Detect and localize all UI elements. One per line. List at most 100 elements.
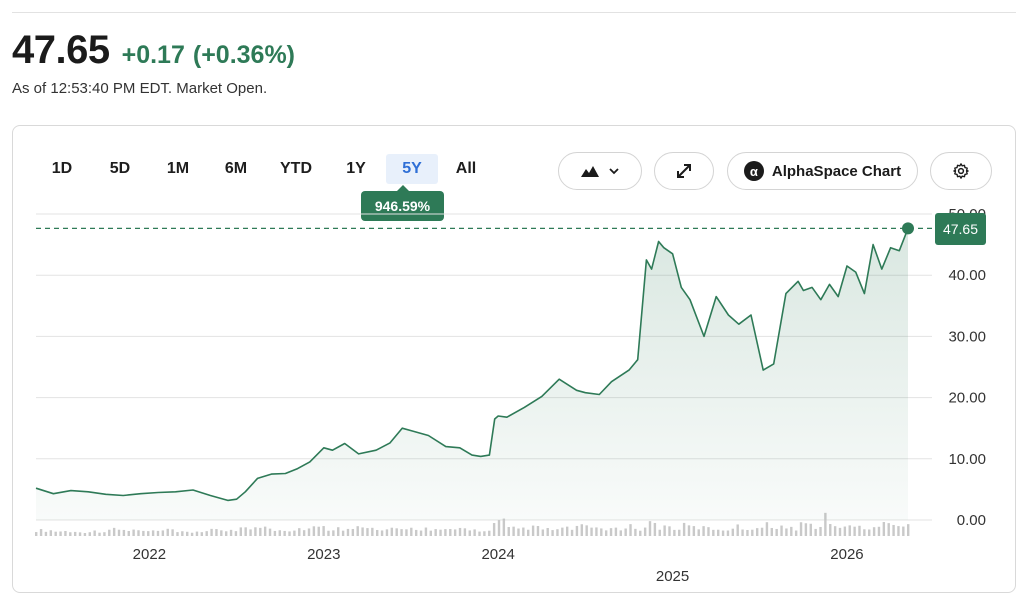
volume-bar bbox=[215, 529, 218, 536]
y-tick-label: 10.00 bbox=[948, 451, 986, 468]
volume-bar bbox=[604, 530, 608, 536]
range-6m[interactable]: 6M bbox=[224, 160, 248, 177]
volume-bar bbox=[546, 528, 549, 536]
volume-bar bbox=[54, 531, 57, 536]
volume-bar bbox=[755, 528, 759, 536]
x-tick-label: 2022 bbox=[133, 546, 166, 563]
volume-bar bbox=[356, 526, 359, 536]
volume-bar bbox=[98, 532, 101, 536]
header-divider bbox=[12, 12, 1016, 13]
range-5y[interactable]: 5Y bbox=[386, 154, 438, 184]
last-price-marker bbox=[902, 222, 914, 235]
volume-bar bbox=[697, 529, 700, 536]
volume-bar bbox=[561, 527, 564, 536]
volume-bar bbox=[205, 531, 208, 536]
volume-bar bbox=[707, 527, 710, 536]
volume-bar bbox=[161, 530, 165, 536]
range-1d[interactable]: 1D bbox=[51, 160, 73, 177]
expand-chart-button[interactable] bbox=[654, 152, 714, 190]
volume-bar bbox=[590, 527, 593, 536]
price-change-pct: (+0.36%) bbox=[192, 41, 296, 69]
volume-bar bbox=[283, 530, 286, 536]
volume-bar bbox=[746, 530, 749, 536]
volume-bar bbox=[400, 529, 403, 536]
volume-bar bbox=[858, 525, 861, 536]
volume-bar bbox=[765, 522, 769, 536]
volume-bar bbox=[570, 529, 574, 536]
alphaspace-chart-button[interactable]: α AlphaSpace Chart bbox=[727, 152, 918, 190]
volume-bar bbox=[35, 532, 38, 536]
volume-bar bbox=[263, 526, 267, 536]
price-line bbox=[35, 228, 909, 502]
volume-bar bbox=[673, 529, 676, 536]
volume-bar bbox=[897, 526, 900, 536]
volume-bar bbox=[531, 525, 535, 536]
volume-bar bbox=[760, 527, 764, 536]
volume-bar bbox=[44, 531, 48, 536]
range-all[interactable]: All bbox=[455, 160, 477, 177]
volume-bar bbox=[507, 527, 510, 536]
volume-bar bbox=[565, 526, 569, 536]
volume-bar bbox=[780, 525, 783, 536]
volume-bar bbox=[682, 522, 686, 536]
volume-bar bbox=[497, 520, 501, 536]
price-area bbox=[35, 228, 909, 520]
volume-bar bbox=[751, 529, 754, 536]
chart-settings-button[interactable] bbox=[930, 152, 992, 190]
quote-header: 47.65 +0.17 (+0.36%) bbox=[12, 28, 295, 73]
volume-bar bbox=[410, 527, 413, 536]
range-ytd[interactable]: YTD bbox=[280, 160, 312, 177]
volume-bar bbox=[833, 526, 837, 536]
volume-bar bbox=[132, 529, 135, 536]
volume-bar bbox=[337, 527, 340, 536]
volume-bar bbox=[254, 527, 257, 536]
volume-bar bbox=[83, 533, 87, 536]
volume-bar bbox=[327, 530, 330, 536]
volume-bar bbox=[872, 527, 876, 536]
range-1m[interactable]: 1M bbox=[166, 160, 190, 177]
volume-bar bbox=[186, 531, 189, 536]
volume-bar bbox=[419, 530, 423, 536]
volume-bar bbox=[853, 526, 856, 536]
volume-bar bbox=[137, 530, 140, 536]
price-change-abs: +0.17 bbox=[121, 41, 185, 69]
volume-bar bbox=[142, 530, 145, 536]
volume-bar bbox=[536, 526, 540, 536]
volume-bar bbox=[887, 523, 890, 536]
volume-bar bbox=[907, 524, 910, 536]
price-change: +0.17 (+0.36%) bbox=[122, 41, 295, 70]
volume-bar bbox=[814, 528, 817, 536]
volume-bar bbox=[668, 526, 671, 536]
volume-bar bbox=[512, 526, 515, 536]
volume-bar bbox=[88, 532, 91, 536]
volume-bar bbox=[863, 529, 866, 536]
volume-bar bbox=[517, 528, 520, 536]
range-5d[interactable]: 5D bbox=[109, 160, 131, 177]
volume-bar bbox=[449, 529, 452, 536]
volume-bar bbox=[527, 529, 530, 536]
volume-bar bbox=[341, 530, 345, 536]
last-price: 47.65 bbox=[12, 28, 110, 72]
volume-bar bbox=[741, 529, 744, 536]
volume-bar bbox=[809, 523, 812, 536]
volume-bar bbox=[69, 532, 72, 536]
volume-bar bbox=[307, 528, 311, 536]
volume-bar bbox=[473, 529, 476, 536]
x-tick-label: 2026 bbox=[830, 546, 863, 563]
volume-bar bbox=[312, 526, 316, 536]
volume-bar bbox=[380, 530, 384, 536]
volume-bar bbox=[156, 530, 160, 536]
chart-type-dropdown[interactable] bbox=[558, 152, 642, 190]
quote-timestamp: As of 12:53:40 PM EDT. Market Open. bbox=[12, 80, 268, 97]
volume-bar bbox=[600, 528, 603, 536]
range-1y[interactable]: 1Y bbox=[346, 160, 366, 177]
volume-bar bbox=[483, 531, 486, 536]
volume-bar bbox=[424, 527, 428, 536]
volume-bar bbox=[371, 527, 374, 536]
volume-bar bbox=[580, 524, 584, 536]
volume-bar bbox=[239, 527, 243, 536]
volume-bar bbox=[819, 526, 822, 536]
volume-bar bbox=[278, 530, 281, 536]
volume-bar bbox=[643, 527, 647, 536]
